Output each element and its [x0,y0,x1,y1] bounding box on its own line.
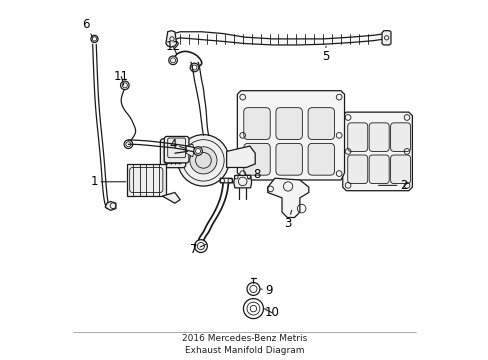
FancyBboxPatch shape [347,123,367,152]
FancyBboxPatch shape [275,108,302,139]
Text: 7: 7 [190,243,206,256]
Circle shape [124,140,132,149]
Circle shape [190,63,198,72]
Text: 8: 8 [247,168,260,181]
FancyBboxPatch shape [307,143,334,175]
Circle shape [193,147,202,156]
Text: 10: 10 [264,306,279,319]
FancyBboxPatch shape [244,108,270,139]
Circle shape [243,298,263,319]
Polygon shape [233,175,251,188]
Text: 1: 1 [91,175,125,188]
Circle shape [246,283,259,296]
Circle shape [189,147,217,174]
Polygon shape [342,112,411,191]
Text: 3: 3 [284,210,291,230]
Polygon shape [165,31,176,47]
Text: 5: 5 [322,46,329,63]
Text: 12: 12 [165,40,180,54]
Circle shape [121,81,129,90]
Polygon shape [220,178,233,183]
FancyBboxPatch shape [368,155,388,184]
Polygon shape [186,144,194,157]
FancyBboxPatch shape [160,139,185,168]
Text: 2: 2 [378,179,407,192]
FancyBboxPatch shape [368,123,388,152]
Polygon shape [267,178,308,217]
Polygon shape [126,164,165,196]
Polygon shape [226,146,255,167]
Text: 9: 9 [260,284,272,297]
Text: 4: 4 [169,138,185,151]
FancyBboxPatch shape [164,136,188,163]
Polygon shape [237,91,344,180]
FancyBboxPatch shape [307,108,334,139]
Circle shape [177,135,229,186]
FancyBboxPatch shape [347,155,367,184]
Polygon shape [162,193,180,203]
FancyBboxPatch shape [244,143,270,175]
FancyBboxPatch shape [390,123,410,152]
Text: 6: 6 [81,18,93,37]
Circle shape [168,56,177,64]
Text: 2016 Mercedes-Benz Metris
Exhaust Manifold Diagram: 2016 Mercedes-Benz Metris Exhaust Manifo… [182,334,306,355]
Polygon shape [167,32,385,45]
FancyBboxPatch shape [390,155,410,184]
FancyBboxPatch shape [275,143,302,175]
Polygon shape [381,31,390,45]
Circle shape [194,240,207,252]
Polygon shape [105,202,116,210]
Text: 11: 11 [114,70,128,85]
